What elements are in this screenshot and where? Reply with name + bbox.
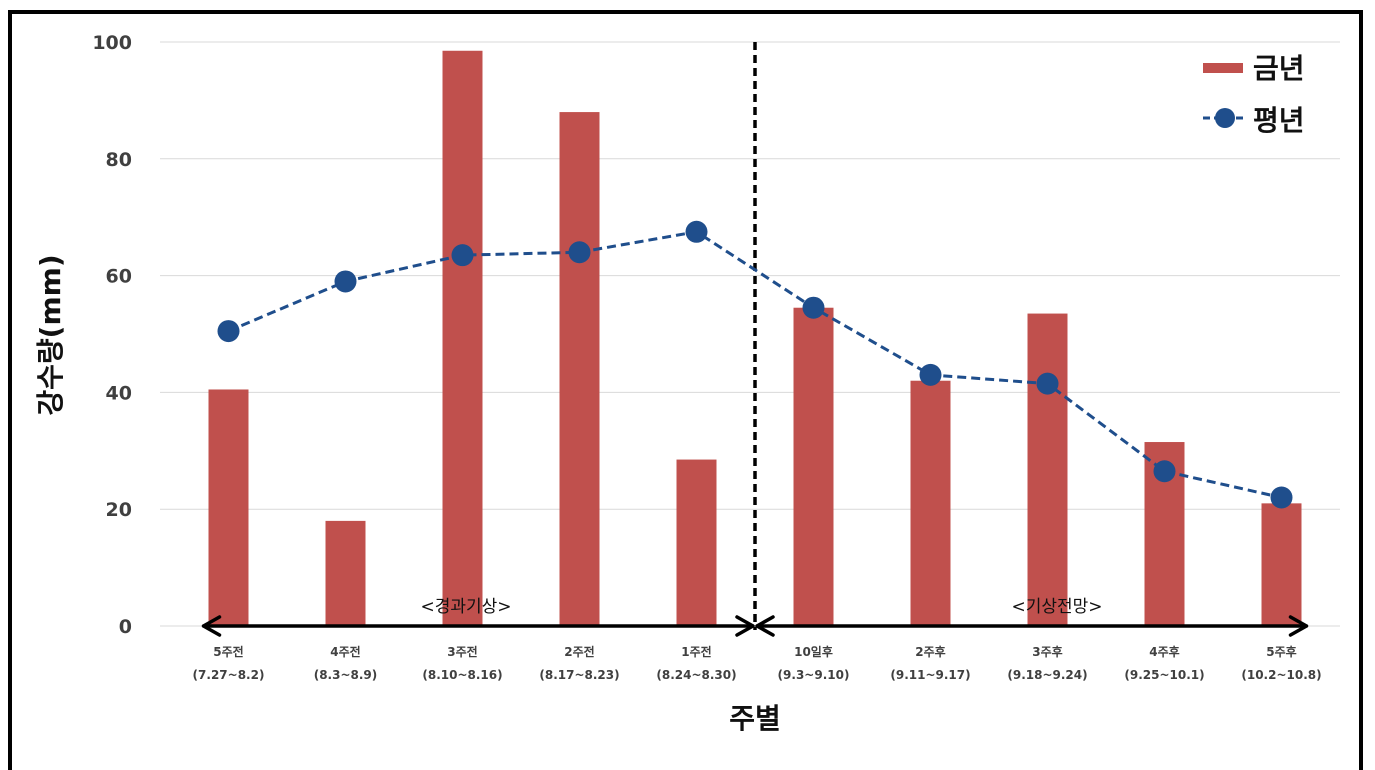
line-marker [451,244,474,267]
x-axis-label: 주별 [729,702,781,735]
x-tick-sublabel: (9.25~10.1) [1124,668,1204,682]
x-tick-label: 3주후 [1032,644,1062,659]
x-tick-sublabel: (9.3~9.10) [778,668,850,682]
x-tick-sublabel: (8.3~8.9) [314,668,378,682]
legend-swatch-bar [1203,63,1243,73]
bar-series [208,50,1302,626]
x-tick-label: 2주전 [564,644,594,659]
y-tick-labels: 0 20 40 60 80 100 [92,32,132,638]
x-tick-label: 4주후 [1149,644,1179,659]
x-tick-sublabel: (9.11~9.17) [890,668,970,682]
line-marker [217,320,240,343]
x-tick-sublabel: (8.10~8.16) [422,668,502,682]
bar [1027,313,1068,626]
line-marker [1270,486,1293,509]
arrow-head [735,615,755,637]
line-marker [685,220,708,243]
bar [559,112,600,626]
y-tick-label: 60 [106,266,132,288]
legend-label-bar: 금년 [1253,52,1305,85]
arrow-head [201,615,222,637]
x-tick-label: 5주전 [213,644,243,659]
x-tick-labels: 5주전 (7.27~8.2) 4주전 (8.3~8.9) 3주전 (8.10~8.16) 2… [193,644,1322,682]
bar [910,380,951,626]
line-marker [919,363,942,386]
x-tick-label: 3주전 [447,644,477,659]
line-marker [802,296,825,319]
x-tick-label: 10일후 [794,644,833,659]
line-series [217,220,1293,509]
bar [793,307,834,626]
y-tick-label: 20 [106,499,132,521]
y-tick-label: 40 [106,382,132,404]
y-axis-label: 강수량(mm) [34,254,67,415]
line-marker [568,241,591,264]
legend-label-line: 평년 [1253,104,1305,137]
x-tick-label: 4주전 [330,644,360,659]
line-marker [1153,460,1176,483]
bar [208,389,249,626]
x-tick-sublabel: (8.24~8.30) [656,668,736,682]
line-marker [1036,372,1059,395]
bar [325,520,366,626]
bar [676,459,717,626]
chart-frame [8,10,1363,770]
right-region-label: <기상전망> [1011,597,1102,617]
x-tick-label: 2주후 [915,644,945,659]
y-tick-label: 80 [106,149,132,171]
legend: 금년 평년 [1203,52,1305,137]
x-tick-sublabel: (10.2~10.8) [1241,668,1321,682]
line-path [227,230,1282,499]
left-region-label: <경과기상> [420,597,511,617]
x-tick-sublabel: (9.18~9.24) [1007,668,1087,682]
x-tick-sublabel: (7.27~8.2) [193,668,265,682]
arrow-head [755,615,775,637]
line-marker [334,270,357,293]
x-tick-label: 1주전 [681,644,711,659]
x-tick-label: 5주후 [1266,644,1296,659]
y-tick-label: 0 [119,616,132,638]
bar [442,50,483,626]
x-tick-sublabel: (8.17~8.23) [539,668,619,682]
legend-swatch-marker [1215,108,1235,128]
y-tick-label: 100 [92,32,132,54]
period-arrows [201,615,1309,637]
arrow-head [1288,615,1309,637]
bar [1261,503,1302,626]
